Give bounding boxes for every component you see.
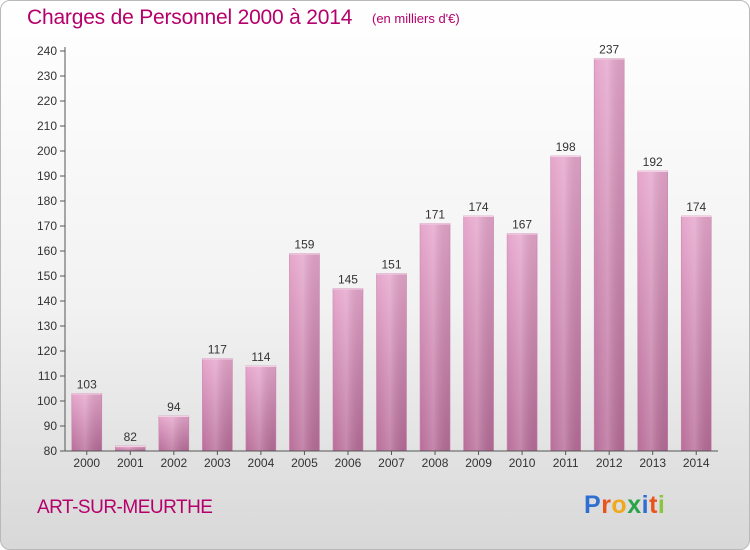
data-label-2004: 114 [251,350,270,364]
x-tick-label-2012: 2012 [596,456,623,470]
x-tick-label-2007: 2007 [378,456,405,470]
brand-letter: i [641,491,650,519]
data-label-2010: 167 [512,218,532,232]
brand-letter: x [627,491,642,519]
y-tick-label: 160 [37,244,57,258]
data-label-2006: 145 [338,273,358,287]
bar-shine-2012 [594,58,625,451]
x-tick-label-2014: 2014 [683,456,710,470]
brand-logo: Proxiti [584,491,665,520]
bar-shine-2009 [463,216,494,451]
x-tick-label-2002: 2002 [160,456,187,470]
bar-shine-2013 [637,171,668,451]
x-tick-label-2008: 2008 [422,456,449,470]
data-label-2007: 151 [381,258,401,272]
data-label-2011: 198 [556,140,576,154]
y-tick-label: 130 [37,319,57,333]
y-tick-label: 100 [37,394,57,408]
y-tick-label: 150 [37,269,57,283]
y-tick-label: 240 [37,44,57,58]
y-tick-label: 210 [37,119,57,133]
data-label-2001: 82 [124,430,138,444]
brand-letter: i [657,491,666,519]
x-tick-label-2005: 2005 [291,456,318,470]
y-tick-label: 200 [37,144,57,158]
y-tick-label: 120 [37,344,57,358]
bar-shine-2007 [376,273,407,451]
data-label-2009: 174 [469,200,489,214]
y-tick-label: 110 [38,369,57,383]
y-tick-label: 180 [37,194,57,208]
bar-shine-2002 [158,416,189,451]
y-tick-label: 80 [44,444,58,458]
x-tick-label-2011: 2011 [553,456,579,470]
data-label-2013: 192 [643,155,663,169]
x-axis: 2000 2001 2002 2003 2004 2005 2006 2007 2008 2009… [65,450,718,470]
bar-shine-2000 [71,393,102,451]
data-label-2008: 171 [425,208,445,222]
bar-shine-2004 [245,366,276,451]
brand-letter: t [649,491,658,519]
bar-shine-2006 [332,288,363,451]
bar-shine-2001 [115,446,146,451]
bar-shine-2014 [681,216,712,451]
bar-shine-2010 [507,233,538,451]
y-tick-label: 220 [37,94,57,108]
commune-name: ART-SUR-MEURTHE [37,497,213,518]
brand-letter: r [601,491,612,519]
bar-shine-2003 [202,358,233,451]
y-axis: 80 90 100 110 120 130 140 150 160 170 180 190 200 210… [37,44,66,458]
data-label-2012: 237 [599,43,619,57]
x-tick-label-2006: 2006 [335,456,362,470]
data-label-2002: 94 [167,400,181,414]
data-label-2000: 103 [77,378,97,392]
bar-shine-2011 [550,156,581,451]
brand-letter: P [584,491,602,519]
x-tick-label-2001: 2001 [117,456,144,470]
bars-group: 103 82 94 117 114 159 145 151 171 174 167 198 237 192… [71,43,712,452]
x-tick-label-2013: 2013 [639,456,666,470]
x-tick-label-2009: 2009 [465,456,492,470]
y-tick-label: 230 [37,69,57,83]
y-tick-label: 140 [37,294,57,308]
x-tick-label-2000: 2000 [73,456,100,470]
x-tick-label-2010: 2010 [509,456,536,470]
brand-letter: o [611,491,628,519]
data-label-2005: 159 [294,238,314,252]
chart-subtitle: (en milliers d'€) [372,11,460,26]
x-tick-label-2003: 2003 [204,456,231,470]
x-tick-label-2004: 2004 [248,456,275,470]
bar-shine-2005 [289,253,320,451]
bar-shine-2008 [420,223,451,451]
y-tick-label: 170 [37,219,57,233]
y-tick-label: 190 [37,169,57,183]
data-label-2014: 174 [686,200,706,214]
data-label-2003: 117 [208,343,227,357]
chart-title: Charges de Personnel 2000 à 2014 [27,6,353,29]
y-tick-label: 90 [44,419,58,433]
